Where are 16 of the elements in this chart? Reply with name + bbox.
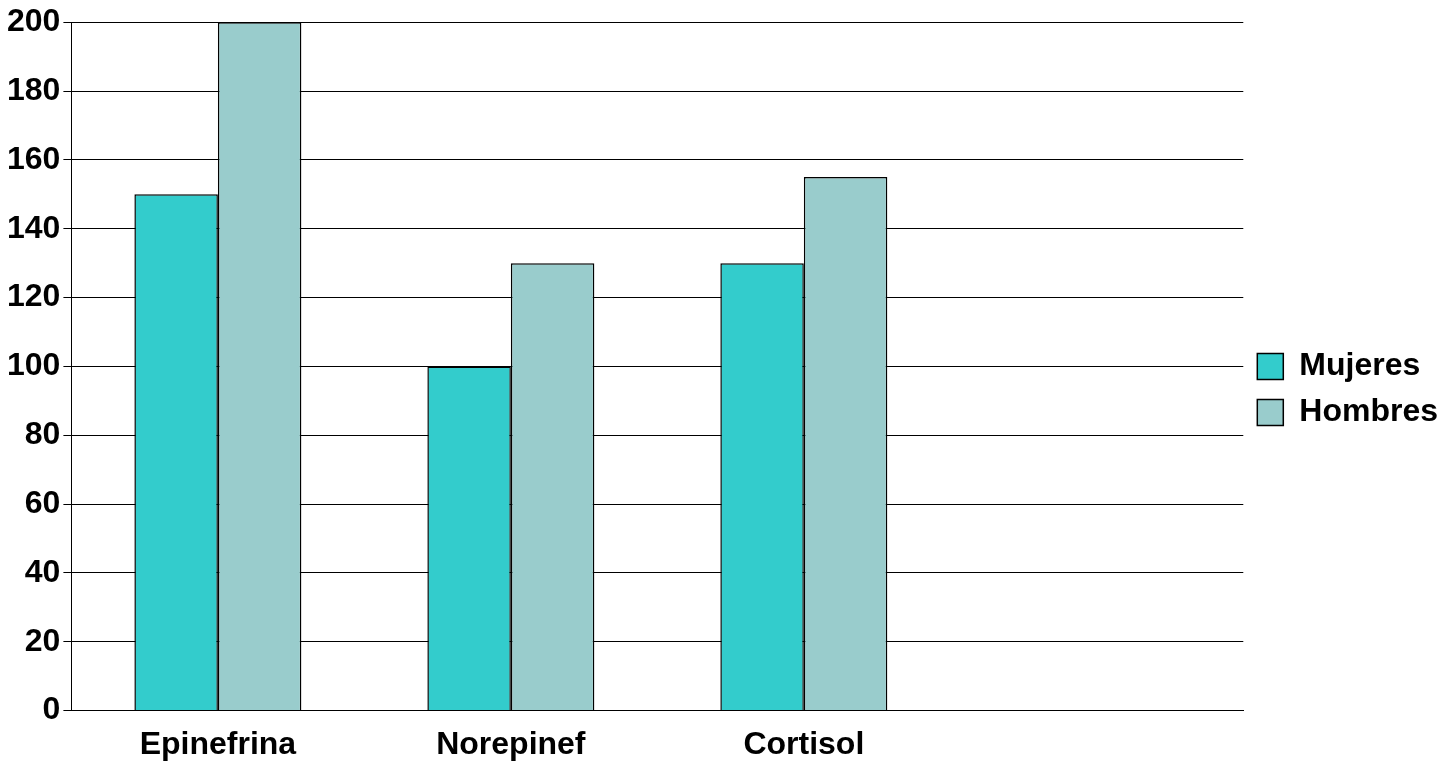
y-tick-label: 40 (24, 552, 61, 589)
legend-label: Hombres (1299, 392, 1438, 429)
y-tick-label: 120 (7, 277, 61, 314)
y-tick-label: 0 (42, 690, 61, 727)
y-tick-label: 140 (7, 208, 61, 245)
x-tick-label: Cortisol (743, 724, 865, 761)
y-tick-label: 100 (7, 346, 61, 383)
y-tick-label: 160 (7, 139, 61, 176)
x-tick-label: Epinefrina (139, 724, 297, 761)
y-tick-label: 20 (24, 621, 61, 658)
y-tick-label: 200 (7, 2, 61, 39)
y-tick-label: 80 (24, 415, 61, 452)
y-tick-label: 180 (7, 70, 61, 107)
x-tick-label: Norepinef (436, 724, 586, 761)
legend-label: Mujeres (1299, 346, 1421, 383)
y-tick-label: 60 (24, 483, 61, 520)
